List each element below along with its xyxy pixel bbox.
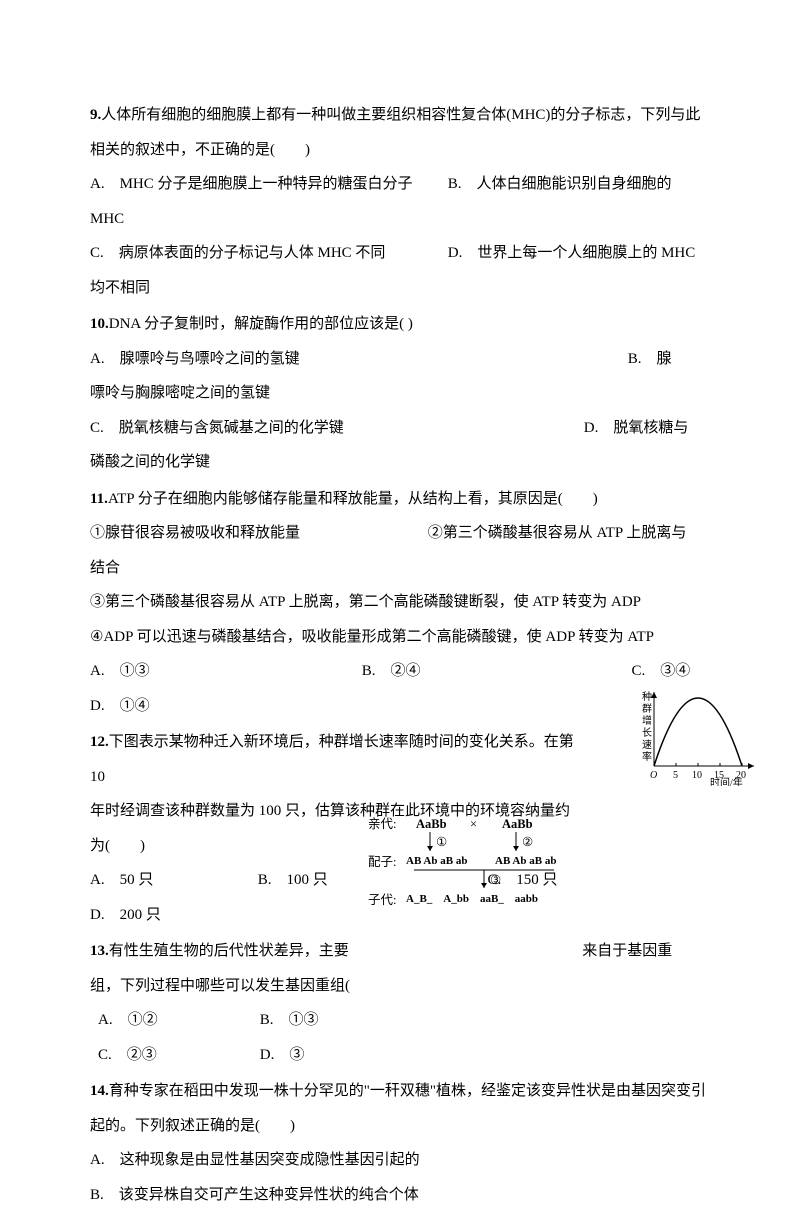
q10-optD-cont: 磷酸之间的化学键 [90,445,710,480]
q9-optB: B. 人体白细胞能识别自身细胞的 [448,167,672,202]
question-11: 11.ATP 分子在细胞内能够储存能量和释放能量，从结构上看，其原因是( ) ①… [90,482,710,724]
q10-num: 10. [90,316,109,332]
q11-optB: B. ②④ [362,654,628,689]
chart-ylabel-5: 速 [642,739,652,751]
q9-optB-cont: MHC [90,202,710,237]
q13-num: 13. [90,943,109,959]
q9-optA: A. MHC 分子是细胞膜上一种特异的糖蛋白分子 [90,167,444,202]
question-14: 14.育种专家在稻田中发现一株十分罕见的"一秆双穗"植株，经鉴定该变异性状是由基… [90,1074,710,1212]
q13-text-mid: 来自于基因重 [582,943,672,959]
q11-line3: ④ADP 可以迅速与磷酸基结合，吸收能量形成第二个高能磷酸键，使 ADP 转变为… [90,620,710,655]
q14-optB: B. 该变异株自交可产生这种变异性状的纯合个体 [90,1178,710,1212]
tick5-label: 5 [673,770,678,781]
dg-g2: AB Ab aB ab [495,854,556,869]
q11-line1: ①腺苷很容易被吸收和释放能量 ②第三个磷酸基很容易从 ATP 上脱离与 [90,516,710,551]
q11-num: 11. [90,491,108,507]
tick10-label: 10 [692,770,702,781]
q14-num: 14. [90,1083,109,1099]
q11-optA: A. ①③ [90,654,358,689]
q9-row-ab: A. MHC 分子是细胞膜上一种特异的糖蛋白分子 B. 人体白细胞能识别自身细胞… [90,167,710,202]
genetics-diagram: 亲代: AaBb × AaBb ① ② 配子: AB Ab aB ab AB A… [368,816,588,906]
dg-g1: AB Ab aB ab [406,854,467,869]
growth-curve [654,698,742,766]
q11-line1a: ①腺苷很容易被吸收和释放能量 [90,516,424,551]
chart-ylabel-1: 种 [642,690,652,703]
q10-optB-pre: B. 腺 [628,342,672,377]
q10-optC: C. 脱氧核糖与含氮碱基之间的化学键 [90,411,580,446]
q13-opts-row1: A. ①② B. ①③ [90,1003,710,1038]
q10-optB-cont: 嘌呤与胸腺嘧啶之间的氢键 [90,376,710,411]
growth-rate-chart: 种 群 增 长 速 率 O 5 10 15 20 时间/年 [628,688,758,786]
q11-line1c: 结合 [90,551,710,586]
q10-row-cd: C. 脱氧核糖与含氮碱基之间的化学键 D. 脱氧核糖与 [90,411,710,446]
q11-optD: D. ①④ [90,689,710,724]
q10-optA: A. 腺嘌呤与鸟嘌呤之间的氢键 [90,342,624,377]
q11-optC: C. ③④ [632,654,691,689]
q13-text-cont: 组，下列过程中哪些可以发生基因重组( [90,969,350,1004]
q13-optD: D. ③ [260,1038,305,1073]
q9-text: 人体所有细胞的细胞膜上都有一种叫做主要组织相容性复合体(MHC)的分子标志，下列… [90,107,700,158]
question-10: 10.DNA 分子复制时，解旋酶作用的部位应该是( ) A. 腺嘌呤与鸟嘌呤之间… [90,307,710,480]
q9-optC: C. 病原体表面的分子标记与人体 MHC 不同 [90,236,444,271]
q13-optC: C. ②③ [98,1038,256,1073]
q13-optA: A. ①② [98,1003,256,1038]
dg-step1: ① [436,834,447,851]
dg-off: A_B_ A_bb aaB_ aabb [406,892,538,907]
q13-optB: B. ①③ [260,1003,319,1038]
q9-optD-pre: D. 世界上每一个人细胞膜上的 MHC [448,236,696,271]
q13-text-pre: 有性生殖生物的后代性状差异，主要 [109,943,349,959]
q9-optD-cont: 均不相同 [90,271,710,306]
dg-gametes-label: 配子: [368,854,396,871]
q9-num: 9. [90,107,101,123]
q11-text: ATP 分子在细胞内能够储存能量和释放能量，从结构上看，其原因是( ) [108,491,598,507]
chart-ylabel-3: 增 [642,714,652,727]
chart-ylabel-6: 率 [642,750,652,763]
dg-offspring-label: 子代: [368,892,396,909]
x-arrow [748,763,754,769]
q11-opts-row1: A. ①③ B. ②④ C. ③④ [90,654,710,689]
dg-step2: ② [522,834,533,851]
q12-text-pre: 下图表示某物种迁入新环境后，种群增长速率随时间的变化关系。在第 10 [90,734,574,785]
dg-step3: ③ [490,872,501,889]
q9-row-cd: C. 病原体表面的分子标记与人体 MHC 不同 D. 世界上每一个人细胞膜上的 … [90,236,710,271]
q13-opts-row2: C. ②③ D. ③ [90,1038,710,1073]
q11-line1b: ②第三个磷酸基很容易从 ATP 上脱离与 [428,516,687,551]
q10-row-ab: A. 腺嘌呤与鸟嘌呤之间的氢键 B. 腺 [90,342,710,377]
chart-ylabel-4: 长 [642,727,652,739]
chart-ylabel-2: 群 [642,702,652,715]
q10-text: DNA 分子复制时，解旋酶作用的部位应该是( ) [109,316,413,332]
question-13: 13.有性生殖生物的后代性状差异，主要 来自于基因重 组，下列过程中哪些可以发生… [90,934,710,1072]
q14-text: 育种专家在稻田中发现一株十分罕见的"一秆双穗"植株，经鉴定该变异性状是由基因突变… [90,1083,706,1134]
q12-optA: A. 50 只 [90,863,254,898]
q12-num: 12. [90,734,109,750]
q14-optA: A. 这种现象是由显性基因突变成隐性基因引起的 [90,1143,710,1178]
q10-optD-pre: D. 脱氧核糖与 [584,411,689,446]
origin-label: O [650,770,657,781]
question-9: 9.人体所有细胞的细胞膜上都有一种叫做主要组织相容性复合体(MHC)的分子标志，… [90,98,710,305]
chart-xlabel: 时间/年 [710,776,743,786]
q11-line2: ③第三个磷酸基很容易从 ATP 上脱离，第二个高能磷酸键断裂，使 ATP 转变为… [90,585,710,620]
